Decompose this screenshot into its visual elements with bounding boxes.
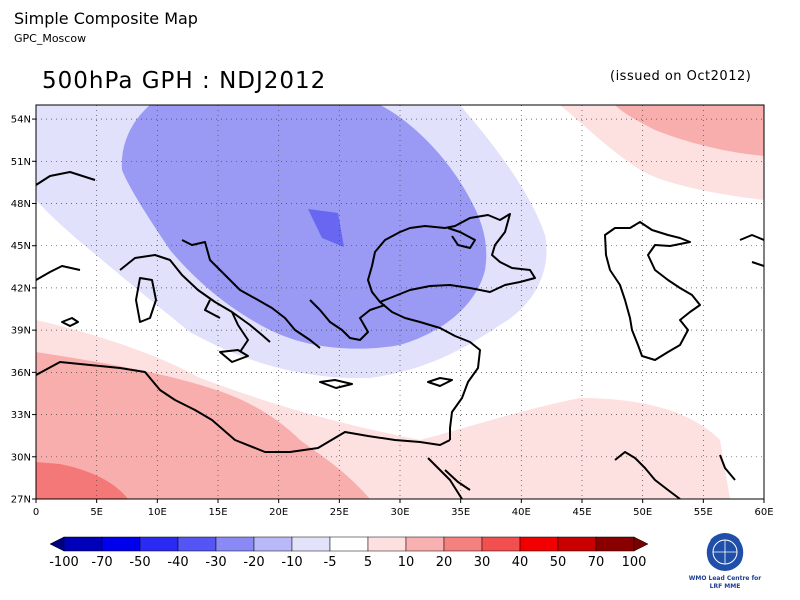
lon-tick-label: 35E [451, 507, 470, 518]
coast-balearic [61, 317, 79, 327]
colorbar-label: 100 [622, 555, 647, 570]
coast-cyprus [427, 377, 453, 387]
coast-greece [309, 299, 386, 341]
coast-crete [319, 379, 353, 389]
neg-mid [121, 105, 487, 349]
colorbar-swatch [253, 536, 293, 552]
lat-tick-label: 39N [11, 326, 31, 337]
lon-tick-label: 25E [330, 507, 349, 518]
coast-black-sea [367, 213, 536, 303]
colorbar-swatch [329, 536, 369, 552]
coast-turkey [379, 301, 481, 440]
colorbar-max-arrow [633, 536, 649, 552]
colorbar-label: 20 [436, 555, 453, 570]
lon-tick-label: 15E [208, 507, 227, 518]
lat-tick-label: 42N [11, 283, 31, 294]
lon-tick-label: 10E [148, 507, 167, 518]
issued-date: (issued on Oct2012) [610, 69, 752, 84]
lat-tick-label: 36N [11, 368, 31, 379]
colorbar-swatch [557, 536, 597, 552]
coast-sicily [219, 349, 249, 363]
coast-caspian [604, 221, 701, 361]
colorbar-swatch [405, 536, 445, 552]
coast-east [739, 234, 764, 267]
lat-tick-label: 30N [11, 452, 31, 463]
colorbar-swatch [101, 536, 141, 552]
colorbar-label: -30 [205, 555, 226, 570]
colorbar-label: 40 [512, 555, 529, 570]
coast-italy [119, 254, 271, 353]
lon-tick-label: 40E [512, 507, 531, 518]
coast-gulf [614, 451, 736, 499]
lon-tick-label: 50E [633, 507, 652, 518]
lat-tick-label: 33N [11, 410, 31, 421]
lat-tick-label: 54N [11, 115, 31, 126]
colorbar-label: -70 [91, 555, 112, 570]
lon-tick-label: 0 [33, 507, 39, 518]
colorbar-label: -100 [49, 555, 79, 570]
colorbar-swatch [519, 536, 559, 552]
colorbar-swatch [481, 536, 521, 552]
colorbar-label: -40 [167, 555, 188, 570]
logo-line-2: LRF MME [710, 583, 741, 590]
lon-tick-label: 5E [90, 507, 103, 518]
wmo-logo: WMO Lead Centre for LRF MME [689, 533, 762, 590]
colorbar-swatch [177, 536, 217, 552]
lat-axis: 54N 51N 48N 45N 42N 39N 36N 33N 30N 27N [11, 115, 36, 506]
colorbar-label: 10 [398, 555, 415, 570]
colorbar-label: 30 [474, 555, 491, 570]
logo-line-1: WMO Lead Centre for [689, 575, 762, 582]
lat-tick-label: 45N [11, 241, 31, 252]
colorbar-label: -20 [243, 555, 264, 570]
lon-tick-label: 55E [694, 507, 713, 518]
colorbar-swatch [139, 536, 179, 552]
map-title: 500hPa GPH : NDJ2012 [42, 68, 327, 94]
pos-mid-sw [36, 352, 370, 499]
grid-lines [36, 105, 764, 499]
colorbar: -100 -70 -50 -40 -30 -20 -10 -5 5 10 20 30 40 50 70 100 [49, 536, 649, 570]
coast-north-africa [36, 361, 451, 453]
lon-tick-label: 60E [754, 507, 773, 518]
lat-tick-label: 48N [11, 199, 31, 210]
pos-mid-ne [615, 105, 764, 156]
coast-red-sea [427, 457, 471, 499]
lat-tick-label: 27N [11, 495, 31, 506]
colorbar-label: -5 [324, 555, 337, 570]
colorbar-swatch [443, 536, 483, 552]
colorbar-swatch [63, 536, 103, 552]
lat-tick-label: 51N [11, 157, 31, 168]
coast-azov [447, 227, 476, 249]
coast-iberia [36, 265, 81, 281]
lon-tick-label: 30E [390, 507, 409, 518]
coastlines [36, 171, 764, 499]
lon-tick-label: 45E [572, 507, 591, 518]
lon-tick-label: 20E [269, 507, 288, 518]
wmo-emblem-icon [705, 533, 745, 571]
colorbar-label: -10 [281, 555, 302, 570]
coast-adriatic [181, 239, 321, 349]
colorbar-swatch [215, 536, 255, 552]
coast-biscay [36, 171, 96, 186]
lon-axis: 0 5E 10E 15E 20E 25E 30E 35E 40E 45E 50E 55E 60E [33, 499, 774, 518]
anomaly-field [36, 105, 764, 499]
colorbar-swatch [367, 536, 407, 552]
colorbar-label: 5 [364, 555, 372, 570]
colorbar-swatch [291, 536, 331, 552]
header-subtitle: GPC_Moscow [14, 32, 87, 45]
header-title: Simple Composite Map [14, 9, 198, 28]
neg-strong [308, 209, 344, 247]
colorbar-label: 70 [588, 555, 605, 570]
pos-strong-sw [36, 462, 128, 499]
colorbar-swatch [595, 536, 635, 552]
coast-sardinia [135, 277, 157, 323]
colorbar-label: -50 [129, 555, 150, 570]
colorbar-min-arrow [49, 536, 65, 552]
colorbar-label: 50 [550, 555, 567, 570]
